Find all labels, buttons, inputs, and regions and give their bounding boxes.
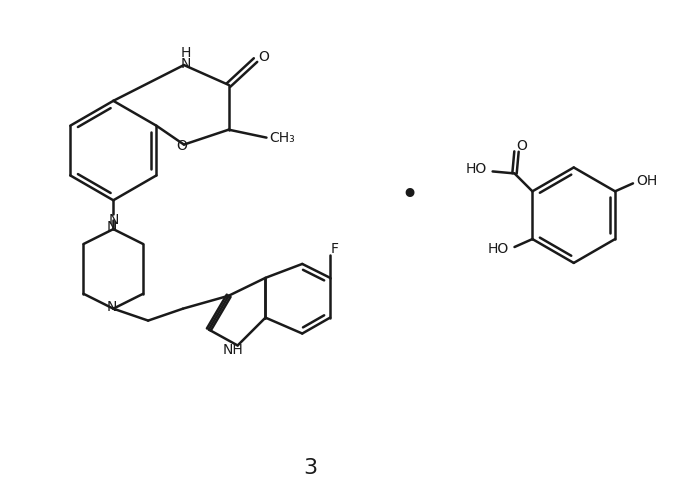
Text: H: H — [181, 46, 191, 60]
Text: N: N — [106, 220, 117, 234]
Text: O: O — [516, 139, 527, 153]
Text: HO: HO — [466, 163, 487, 177]
Text: •: • — [401, 181, 419, 210]
Text: HO: HO — [488, 242, 509, 256]
Text: N: N — [106, 300, 117, 314]
Text: OH: OH — [636, 174, 658, 189]
Text: O: O — [258, 50, 269, 64]
Text: N: N — [108, 213, 119, 227]
Text: NH: NH — [222, 343, 243, 357]
Text: CH₃: CH₃ — [270, 131, 295, 145]
Text: N: N — [181, 57, 191, 71]
Text: F: F — [331, 242, 339, 256]
Text: 3: 3 — [303, 458, 317, 478]
Text: O: O — [177, 139, 187, 153]
